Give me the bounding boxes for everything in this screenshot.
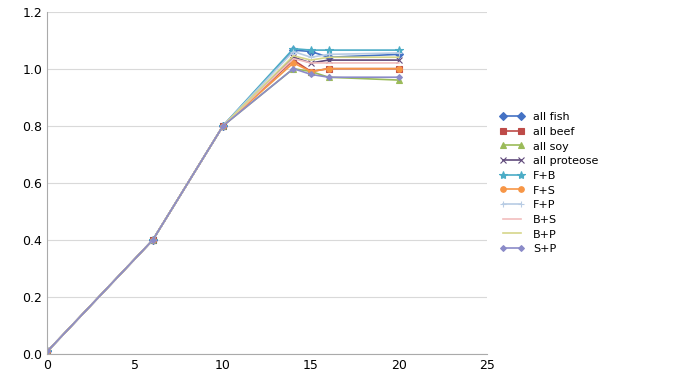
B+S [43, 349, 51, 354]
all proteose [395, 58, 403, 62]
all proteose [43, 349, 51, 354]
Line: all soy: all soy [45, 66, 402, 354]
F+S [43, 349, 51, 354]
F+P [149, 238, 157, 242]
F+B [43, 349, 51, 354]
Line: all fish: all fish [45, 47, 402, 354]
all soy [43, 349, 51, 354]
all fish [289, 48, 297, 52]
Line: B+P: B+P [47, 56, 399, 352]
all beef [149, 238, 157, 242]
F+P [289, 49, 297, 54]
B+S [289, 56, 297, 61]
all beef [324, 66, 333, 71]
F+S [149, 238, 157, 242]
Line: all beef: all beef [45, 57, 402, 354]
F+B [307, 48, 315, 52]
all fish [149, 238, 157, 242]
Line: S+P: S+P [45, 67, 401, 353]
all soy [307, 69, 315, 74]
all fish [307, 49, 315, 54]
S+P [219, 124, 227, 128]
B+P [324, 55, 333, 60]
F+P [307, 55, 315, 60]
all beef [43, 349, 51, 354]
F+S [324, 66, 333, 71]
all proteose [289, 55, 297, 60]
all soy [219, 124, 227, 128]
all fish [395, 52, 403, 57]
F+B [219, 124, 227, 128]
all proteose [324, 58, 333, 62]
Legend: all fish, all beef, all soy, all proteose, F+B, F+S, F+P, B+S, B+P, S+P: all fish, all beef, all soy, all proteos… [497, 108, 602, 258]
S+P [307, 72, 315, 77]
Line: B+S: B+S [47, 59, 399, 352]
all soy [149, 238, 157, 242]
B+P [149, 238, 157, 242]
F+P [43, 349, 51, 354]
F+P [395, 51, 403, 55]
all beef [289, 58, 297, 62]
S+P [43, 349, 51, 354]
Line: F+B: F+B [43, 45, 403, 355]
F+B [289, 46, 297, 51]
all soy [324, 75, 333, 80]
B+S [395, 60, 403, 65]
S+P [149, 238, 157, 242]
F+P [324, 52, 333, 57]
F+S [219, 124, 227, 128]
F+P [219, 124, 227, 128]
B+P [395, 55, 403, 60]
B+S [324, 60, 333, 65]
F+S [307, 69, 315, 74]
B+P [289, 54, 297, 58]
B+S [307, 60, 315, 65]
Line: F+S: F+S [45, 60, 402, 354]
all fish [219, 124, 227, 128]
all soy [289, 66, 297, 71]
all proteose [219, 124, 227, 128]
B+P [219, 124, 227, 128]
Line: all proteose: all proteose [44, 54, 402, 355]
F+B [149, 238, 157, 242]
F+B [324, 48, 333, 52]
B+P [43, 349, 51, 354]
S+P [324, 75, 333, 80]
F+B [395, 48, 403, 52]
F+S [289, 60, 297, 65]
all soy [395, 78, 403, 82]
all beef [395, 66, 403, 71]
F+S [395, 66, 403, 71]
all beef [307, 69, 315, 74]
B+S [149, 238, 157, 242]
S+P [395, 75, 403, 80]
all fish [43, 349, 51, 354]
all fish [324, 55, 333, 60]
all beef [219, 124, 227, 128]
all proteose [307, 60, 315, 65]
Line: F+P: F+P [44, 48, 402, 355]
S+P [289, 66, 297, 71]
B+P [307, 58, 315, 62]
all proteose [149, 238, 157, 242]
B+S [219, 124, 227, 128]
